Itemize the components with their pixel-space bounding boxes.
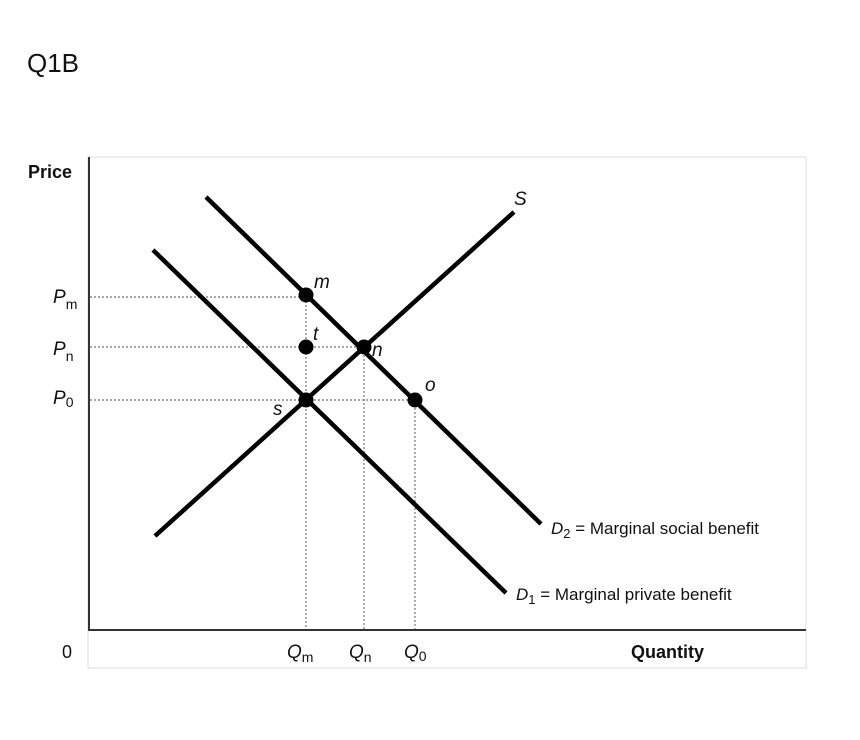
guide-lines [90,296,416,630]
point-m-label: m [314,272,330,293]
point-n [356,339,372,355]
point-s-label: s [273,399,283,420]
point-t [298,339,314,355]
point-n-label: n [372,340,383,361]
point-o [407,392,423,408]
point-m [298,287,314,303]
supply-curve-label: S [514,189,527,210]
d1-curve-label: D1 = Marginal private benefit [516,585,732,607]
question-heading: Q1B [27,48,80,78]
quantity-label-qn: Qn [349,642,372,665]
demand-curve-d1 [151,248,508,595]
demand-curve-d2 [204,195,543,526]
price-label-p0: P0 [53,388,74,410]
price-label-pn: Pn [53,339,73,364]
x-axis-label: Quantity [631,642,704,662]
y-axis-label: Price [28,162,72,182]
point-s [298,392,314,408]
point-o-label: o [425,375,436,396]
supply-curve [153,210,516,538]
price-label-pm: Pm [53,287,77,312]
quantity-label-qm: Qm [287,642,313,665]
origin-label: 0 [62,642,72,662]
point-t-label: t [313,324,319,345]
d2-curve-label: D2 = Marginal social benefit [551,519,759,541]
quantity-label-q0: Q0 [404,642,427,664]
